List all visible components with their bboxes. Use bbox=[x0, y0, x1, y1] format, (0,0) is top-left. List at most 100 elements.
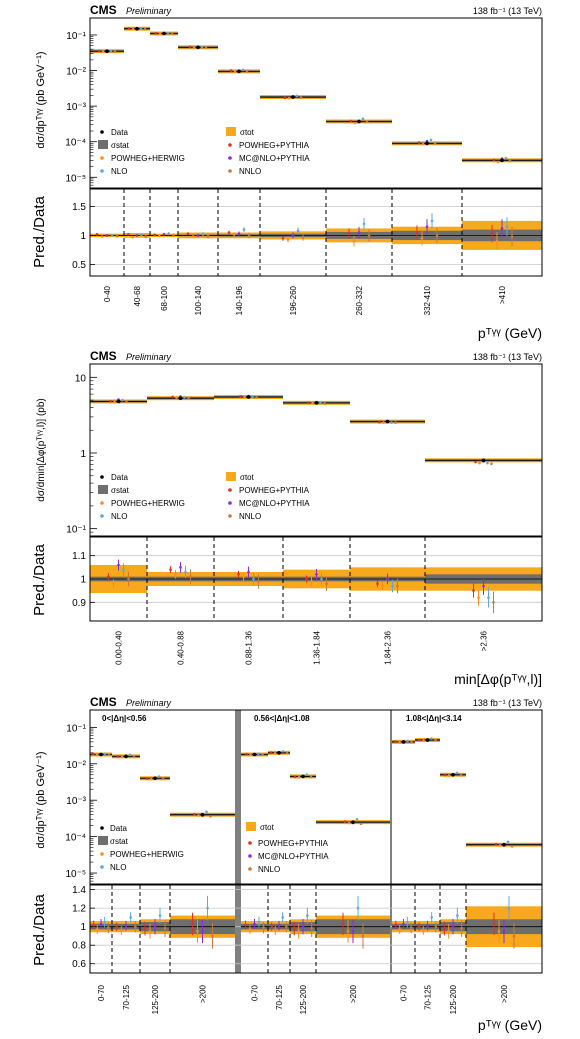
prediction-marker bbox=[490, 462, 493, 466]
main-plot-frame bbox=[89, 709, 543, 885]
prediction-marker bbox=[486, 461, 489, 465]
prediction-marker bbox=[283, 96, 287, 100]
legend-marker-powheg-pythia bbox=[248, 841, 252, 845]
y-tick-label: 10⁻⁵ bbox=[65, 173, 86, 184]
main-series-region-2 bbox=[392, 737, 542, 848]
ratio-prediction-marker bbox=[129, 916, 132, 919]
prediction-marker bbox=[418, 738, 421, 742]
ratio-prediction-marker bbox=[482, 584, 485, 588]
ratio-prediction-marker bbox=[270, 925, 273, 928]
legend-label-stat: σstat bbox=[111, 141, 130, 150]
prediction-marker bbox=[154, 32, 158, 35]
ratio-prediction-marker bbox=[310, 580, 313, 583]
ratio-y-axis-label: Pred./Data bbox=[31, 893, 48, 965]
data-point bbox=[500, 158, 504, 163]
ratio-prediction-marker bbox=[99, 922, 103, 926]
y-tick-label: 10⁻² bbox=[66, 67, 86, 78]
data-point bbox=[385, 419, 390, 424]
prediction-marker bbox=[113, 50, 117, 53]
legend-label-nnlo: NNLO bbox=[239, 167, 261, 176]
ratio-prediction-marker bbox=[443, 927, 446, 930]
cms-label: CMS bbox=[90, 349, 117, 363]
region-separator bbox=[235, 710, 241, 973]
ratio-prediction-marker bbox=[394, 923, 398, 927]
ratio-prediction-marker bbox=[477, 596, 480, 599]
y-tick-label: 10⁻¹ bbox=[66, 31, 86, 42]
ratio-prediction-marker bbox=[281, 237, 285, 240]
legend-label-nnlo: NNLO bbox=[239, 512, 261, 521]
legend-label-mcatnlo: MC@NLO+PYTHIA bbox=[239, 499, 310, 508]
ratio-prediction-marker bbox=[430, 219, 434, 223]
ratio-prediction-marker bbox=[201, 930, 204, 933]
ratio-prediction-marker bbox=[274, 929, 277, 932]
ratio-prediction-marker bbox=[112, 582, 115, 585]
ratio-prediction-marker bbox=[510, 235, 514, 238]
ratio-prediction-marker bbox=[451, 925, 455, 928]
ratio-prediction-marker bbox=[361, 934, 365, 938]
ratio-y-axis-label: Pred./Data bbox=[31, 195, 48, 267]
ratio-tick-label: 0.5 bbox=[72, 260, 86, 271]
prediction-marker bbox=[305, 773, 309, 776]
prediction-marker bbox=[188, 45, 192, 49]
prediction-marker bbox=[113, 400, 116, 404]
prediction-marker bbox=[245, 70, 249, 73]
prediction-marker bbox=[417, 141, 421, 144]
y-tick-label: 10⁻¹ bbox=[66, 723, 86, 734]
ratio-series bbox=[90, 895, 235, 949]
data-point bbox=[451, 772, 455, 777]
ratio-prediction-marker bbox=[257, 580, 260, 583]
prediction-marker bbox=[209, 815, 212, 818]
prediction-marker bbox=[365, 120, 369, 123]
ratio-prediction-marker bbox=[402, 922, 405, 926]
legend-marker-powheg-herwig bbox=[100, 852, 104, 856]
prediction-marker bbox=[492, 158, 496, 162]
ratio-prediction-marker bbox=[357, 231, 361, 234]
data-point bbox=[153, 776, 157, 781]
ratio-prediction-marker bbox=[242, 575, 245, 578]
data-point bbox=[425, 141, 429, 146]
prediction-marker bbox=[200, 45, 204, 49]
y-tick-label: 10⁻¹ bbox=[66, 525, 86, 536]
ratio-prediction-marker bbox=[435, 234, 439, 237]
prediction-marker bbox=[107, 753, 111, 756]
prediction-marker bbox=[175, 396, 178, 399]
ratio-prediction-marker bbox=[422, 929, 425, 932]
x-category-label: 0-70 bbox=[97, 984, 106, 1001]
ratio-prediction-marker bbox=[162, 232, 166, 236]
ratio-prediction-marker bbox=[306, 914, 309, 917]
prediction-marker bbox=[347, 821, 351, 825]
legend-marker-data bbox=[100, 130, 104, 134]
ratio-prediction-marker bbox=[252, 577, 255, 581]
prediction-marker bbox=[255, 396, 258, 399]
ratio-prediction-marker bbox=[386, 577, 389, 581]
data-point bbox=[135, 26, 139, 31]
ratio-prediction-marker bbox=[297, 930, 300, 933]
legend: Data σtot σstat POWHEG+PYTHIA POWHEG+HERWIG M… bbox=[98, 472, 310, 521]
ratio-prediction-marker bbox=[430, 916, 433, 919]
ratio-prediction-marker bbox=[352, 239, 356, 243]
ratio-prediction-marker bbox=[140, 233, 143, 237]
ratio-prediction-marker bbox=[110, 234, 114, 237]
legend-marker-data bbox=[100, 826, 104, 830]
data-point bbox=[162, 31, 166, 36]
prediction-marker bbox=[496, 160, 500, 164]
prediction-marker bbox=[311, 401, 314, 405]
prediction-marker bbox=[307, 401, 310, 405]
y-tick-label: 10 bbox=[75, 373, 87, 384]
legend-marker-nlo bbox=[100, 514, 104, 518]
prediction-marker bbox=[243, 395, 246, 398]
ratio-prediction-marker bbox=[447, 930, 450, 933]
ratio-prediction-marker bbox=[191, 235, 195, 238]
data-point bbox=[196, 45, 200, 50]
y-tick-label: 10⁻⁴ bbox=[65, 138, 86, 149]
legend-label-data: Data bbox=[111, 473, 128, 482]
ratio-tick-label: 1.5 bbox=[72, 202, 86, 213]
x-category-label: 332-410 bbox=[423, 285, 432, 315]
data-point bbox=[401, 740, 406, 744]
ratio-prediction-marker bbox=[174, 573, 177, 576]
ratio-prediction-marker bbox=[301, 925, 305, 928]
ratio-prediction-marker bbox=[406, 920, 409, 924]
data-point bbox=[237, 69, 241, 74]
legend-label-total: σtot bbox=[240, 473, 255, 482]
prediction-marker bbox=[229, 69, 233, 72]
